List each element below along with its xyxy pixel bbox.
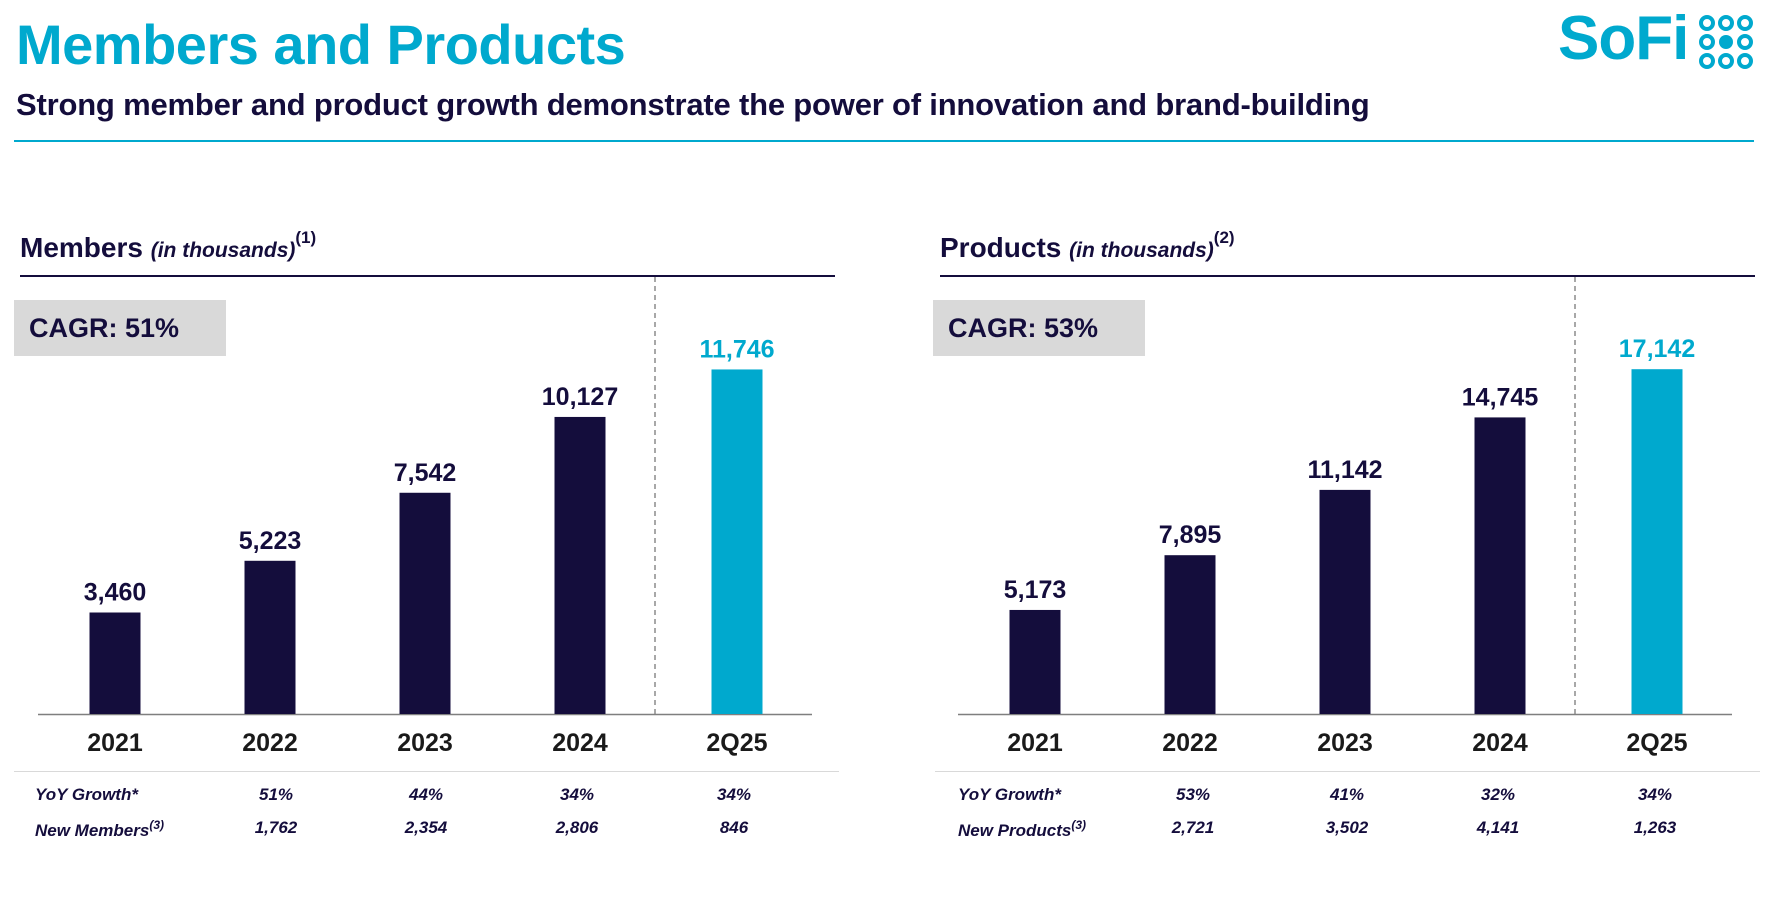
bar-chart-svg: 3,460 2021 5,223 2022 7,542 2023 10,127 2024 11,… [38,277,812,757]
x-tick-label: 2023 [1317,729,1373,757]
members-panel-title: Members (in thousands)(1) [20,228,316,265]
sofi-logo: SoFi [1558,8,1758,78]
data-label: 3,460 [84,579,147,607]
products-stats-rule [935,771,1760,772]
bar [554,416,606,714]
page-title: Members and Products [16,13,626,76]
products-new-value: 4,141 [1476,818,1520,837]
x-tick-label: 2022 [242,729,298,757]
members-new-value: 2,806 [555,818,599,837]
members-unit: (in thousands) [150,239,296,262]
bar [711,369,763,714]
members-new-value: 2,354 [404,818,448,837]
data-label: 7,542 [394,459,457,487]
logo-dots-icon [1699,15,1753,69]
x-tick-label: 2Q25 [1626,729,1687,757]
bar [89,612,141,714]
logo-text: SoFi [1558,4,1689,73]
data-label: 17,142 [1619,335,1695,363]
products-new-label: New Products(3) [958,818,1087,840]
data-label: 7,895 [1159,521,1222,549]
bar [1474,417,1526,714]
data-label: 11,746 [699,335,774,363]
data-label: 10,127 [542,383,618,411]
products-yoy-value: 53% [1175,785,1211,804]
members-new-label: New Members(3) [35,818,164,840]
products-new-value: 3,502 [1325,818,1369,837]
products-yoy-value: 34% [1637,785,1673,804]
products-unit: (in thousands) [1069,239,1214,262]
bar [1319,489,1371,714]
members-new-value: 846 [719,818,749,837]
header-divider [14,140,1754,142]
members-yoy-label: YoY Growth* [35,785,138,804]
members-chart: 3,460 2021 5,223 2022 7,542 2023 10,127 2024 11,… [0,272,840,762]
members-stats-rule [14,771,839,772]
bar [1164,555,1216,714]
members-title-rule [20,275,835,277]
products-chart: 5,173 2021 7,895 2022 11,142 2023 14,745 2024 17… [920,272,1760,762]
products-title: Products [940,232,1062,263]
products-cagr-badge: CAGR: 53% [933,300,1145,356]
bar [399,492,451,714]
bar [244,560,296,714]
data-label: 11,142 [1307,456,1382,484]
products-yoy-label: YoY Growth* [958,785,1061,804]
bar [1009,609,1061,714]
page-subtitle: Strong member and product growth demonst… [16,87,1370,122]
products-yoy-value: 32% [1480,785,1516,804]
products-new-value: 2,721 [1171,818,1215,837]
members-yoy-value: 44% [408,785,444,804]
bar [1631,369,1683,714]
bar-chart-svg: 5,173 2021 7,895 2022 11,142 2023 14,745 2024 17… [958,277,1732,757]
members-footnote: (1) [295,228,317,247]
x-tick-label: 2024 [1472,729,1528,757]
x-tick-label: 2024 [552,729,608,757]
products-footnote: (2) [1213,228,1235,247]
data-label: 5,173 [1004,576,1067,604]
members-new-value: 1,762 [254,818,298,837]
members-yoy-value: 34% [716,785,752,804]
data-label: 5,223 [239,527,302,555]
x-tick-label: 2021 [87,729,143,757]
products-yoy-value: 41% [1329,785,1365,804]
x-tick-label: 2023 [397,729,453,757]
members-cagr-badge: CAGR: 51% [14,300,226,356]
x-tick-label: 2021 [1007,729,1063,757]
x-tick-label: 2022 [1162,729,1218,757]
products-new-value: 1,263 [1633,818,1677,837]
products-panel-title: Products (in thousands)(2) [940,228,1235,265]
products-title-rule [940,275,1755,277]
data-label: 14,745 [1462,383,1539,411]
members-yoy-value: 34% [559,785,595,804]
members-yoy-value: 51% [258,785,294,804]
x-tick-label: 2Q25 [706,729,767,757]
members-title: Members [20,232,143,263]
